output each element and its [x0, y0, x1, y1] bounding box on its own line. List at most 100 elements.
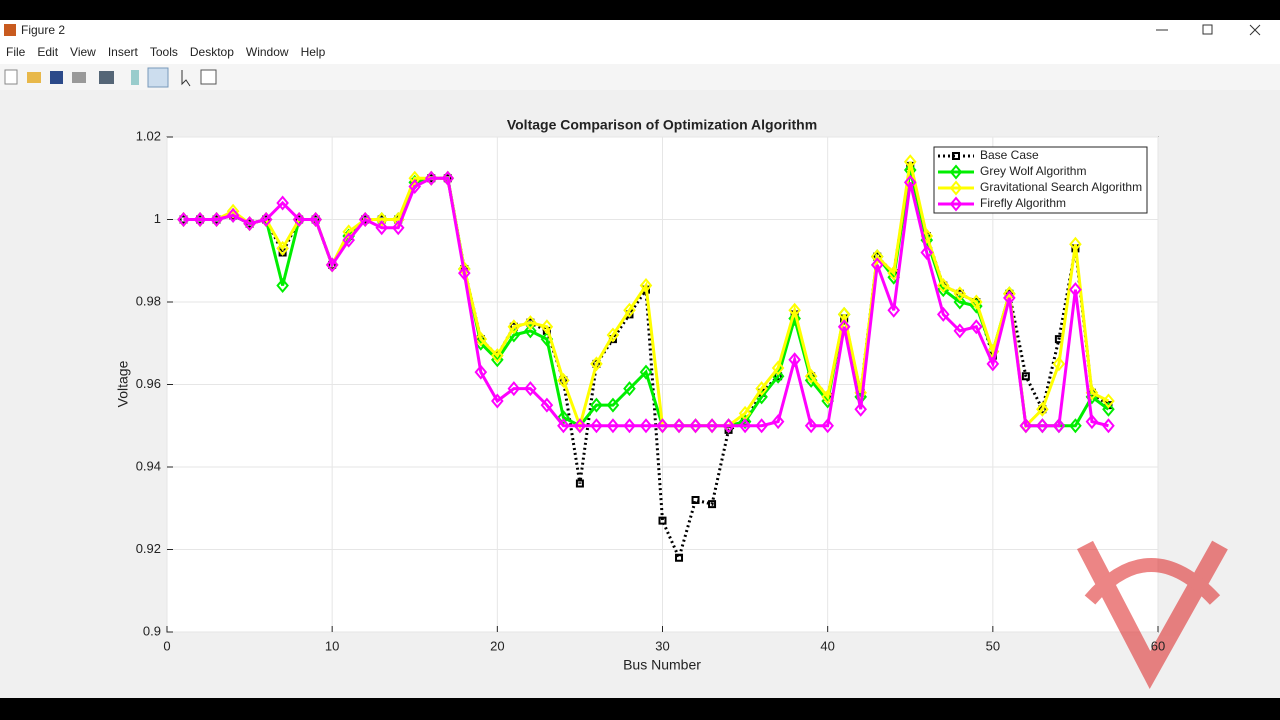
menu-item[interactable]: Edit [37, 45, 58, 59]
legend-marker [949, 180, 963, 196]
data-point [226, 207, 240, 223]
legend-label: Base Case [980, 148, 1039, 162]
data-point [870, 257, 884, 273]
data-point [243, 216, 256, 232]
series-line [183, 161, 1110, 431]
menu-item[interactable]: Window [246, 45, 289, 59]
data-point [358, 211, 372, 228]
data-point [639, 277, 653, 294]
menu-item[interactable]: Insert [108, 45, 139, 59]
data-point [1069, 236, 1082, 252]
data-point [441, 170, 455, 186]
menu-item[interactable]: Help [301, 45, 326, 59]
legend: Base Case Grey Wolf Algorithm Gravitationa… [933, 146, 1148, 214]
data-point [606, 327, 620, 343]
menu-item[interactable]: Desktop [190, 45, 234, 59]
data-point [804, 418, 818, 434]
data-point [1052, 356, 1066, 372]
data-point [691, 496, 700, 504]
data-point [887, 265, 901, 281]
data-point [821, 389, 834, 405]
data-point [424, 170, 438, 186]
restore[interactable] [1202, 24, 1213, 35]
data-point [557, 372, 570, 388]
data-point [491, 348, 504, 364]
data-point [524, 323, 537, 339]
data-point [953, 323, 967, 339]
data-point [1102, 401, 1115, 417]
tool-link[interactable] [99, 71, 114, 84]
data-point [457, 265, 471, 281]
data-point [771, 414, 785, 430]
data-point [1069, 418, 1082, 434]
data-point [524, 315, 537, 331]
x-axis-label: Bus Number [623, 657, 701, 673]
tool-legend[interactable] [147, 67, 169, 88]
y-tick-label: 0.9 [143, 623, 161, 638]
data-point [276, 277, 289, 294]
close[interactable] [1249, 24, 1261, 36]
tool-print[interactable] [72, 72, 86, 83]
data-point [276, 240, 289, 256]
menu-item[interactable]: View [70, 45, 96, 59]
data-point [920, 244, 934, 261]
data-point [623, 381, 636, 397]
x-tick-label: 10 [325, 638, 339, 653]
data-point [755, 381, 768, 397]
data-point [491, 393, 504, 409]
tool-property[interactable] [200, 69, 217, 85]
data-point [342, 232, 355, 248]
data-point [887, 302, 901, 318]
data-point [226, 203, 240, 219]
data-point [708, 500, 717, 509]
data-point [656, 418, 669, 434]
tool-pointer[interactable] [181, 70, 191, 87]
x-tick-label: 0 [163, 638, 170, 653]
data-point [837, 319, 851, 335]
data-point [557, 418, 570, 434]
data-point [474, 364, 488, 380]
data-point [672, 418, 686, 434]
data-point [788, 352, 801, 368]
data-point [590, 356, 603, 372]
tool-new[interactable] [4, 69, 18, 85]
x-tick-label: 50 [986, 638, 1000, 653]
data-point [540, 319, 554, 335]
data-point [738, 414, 752, 430]
y-tick-label: 1 [154, 211, 161, 226]
data-point [606, 418, 620, 434]
data-point [755, 418, 768, 434]
tool-colorbar[interactable] [131, 70, 139, 85]
data-point [507, 319, 521, 335]
data-point [1069, 282, 1082, 298]
data-point [177, 211, 190, 228]
y-tick-label: 1.02 [136, 128, 161, 143]
data-point [590, 397, 603, 413]
title-bar [0, 20, 1280, 42]
data-point [788, 302, 801, 318]
data-point [1019, 418, 1033, 434]
menu-item[interactable]: File [6, 45, 26, 59]
legend-box [933, 146, 1148, 214]
y-tick-label: 0.92 [136, 541, 161, 556]
data-point [936, 306, 950, 322]
y-tick-label: 0.94 [136, 458, 161, 473]
data-point [1036, 401, 1049, 417]
data-point [970, 294, 983, 310]
tool-save[interactable] [50, 71, 63, 84]
data-point [375, 220, 389, 236]
data-point [623, 302, 636, 318]
data-point [292, 211, 306, 228]
data-point [1036, 418, 1049, 434]
chart-title: Voltage Comparison of Optimization Algor… [507, 117, 817, 133]
menu-item[interactable]: Tools [150, 45, 178, 59]
tool-open[interactable] [27, 72, 41, 83]
data-point [1102, 418, 1115, 434]
data-point [590, 418, 603, 434]
data-point [953, 286, 967, 302]
data-point [210, 211, 223, 228]
data-point [309, 211, 322, 228]
data-point [953, 294, 967, 310]
data-point [986, 356, 1000, 372]
data-point [970, 319, 983, 335]
